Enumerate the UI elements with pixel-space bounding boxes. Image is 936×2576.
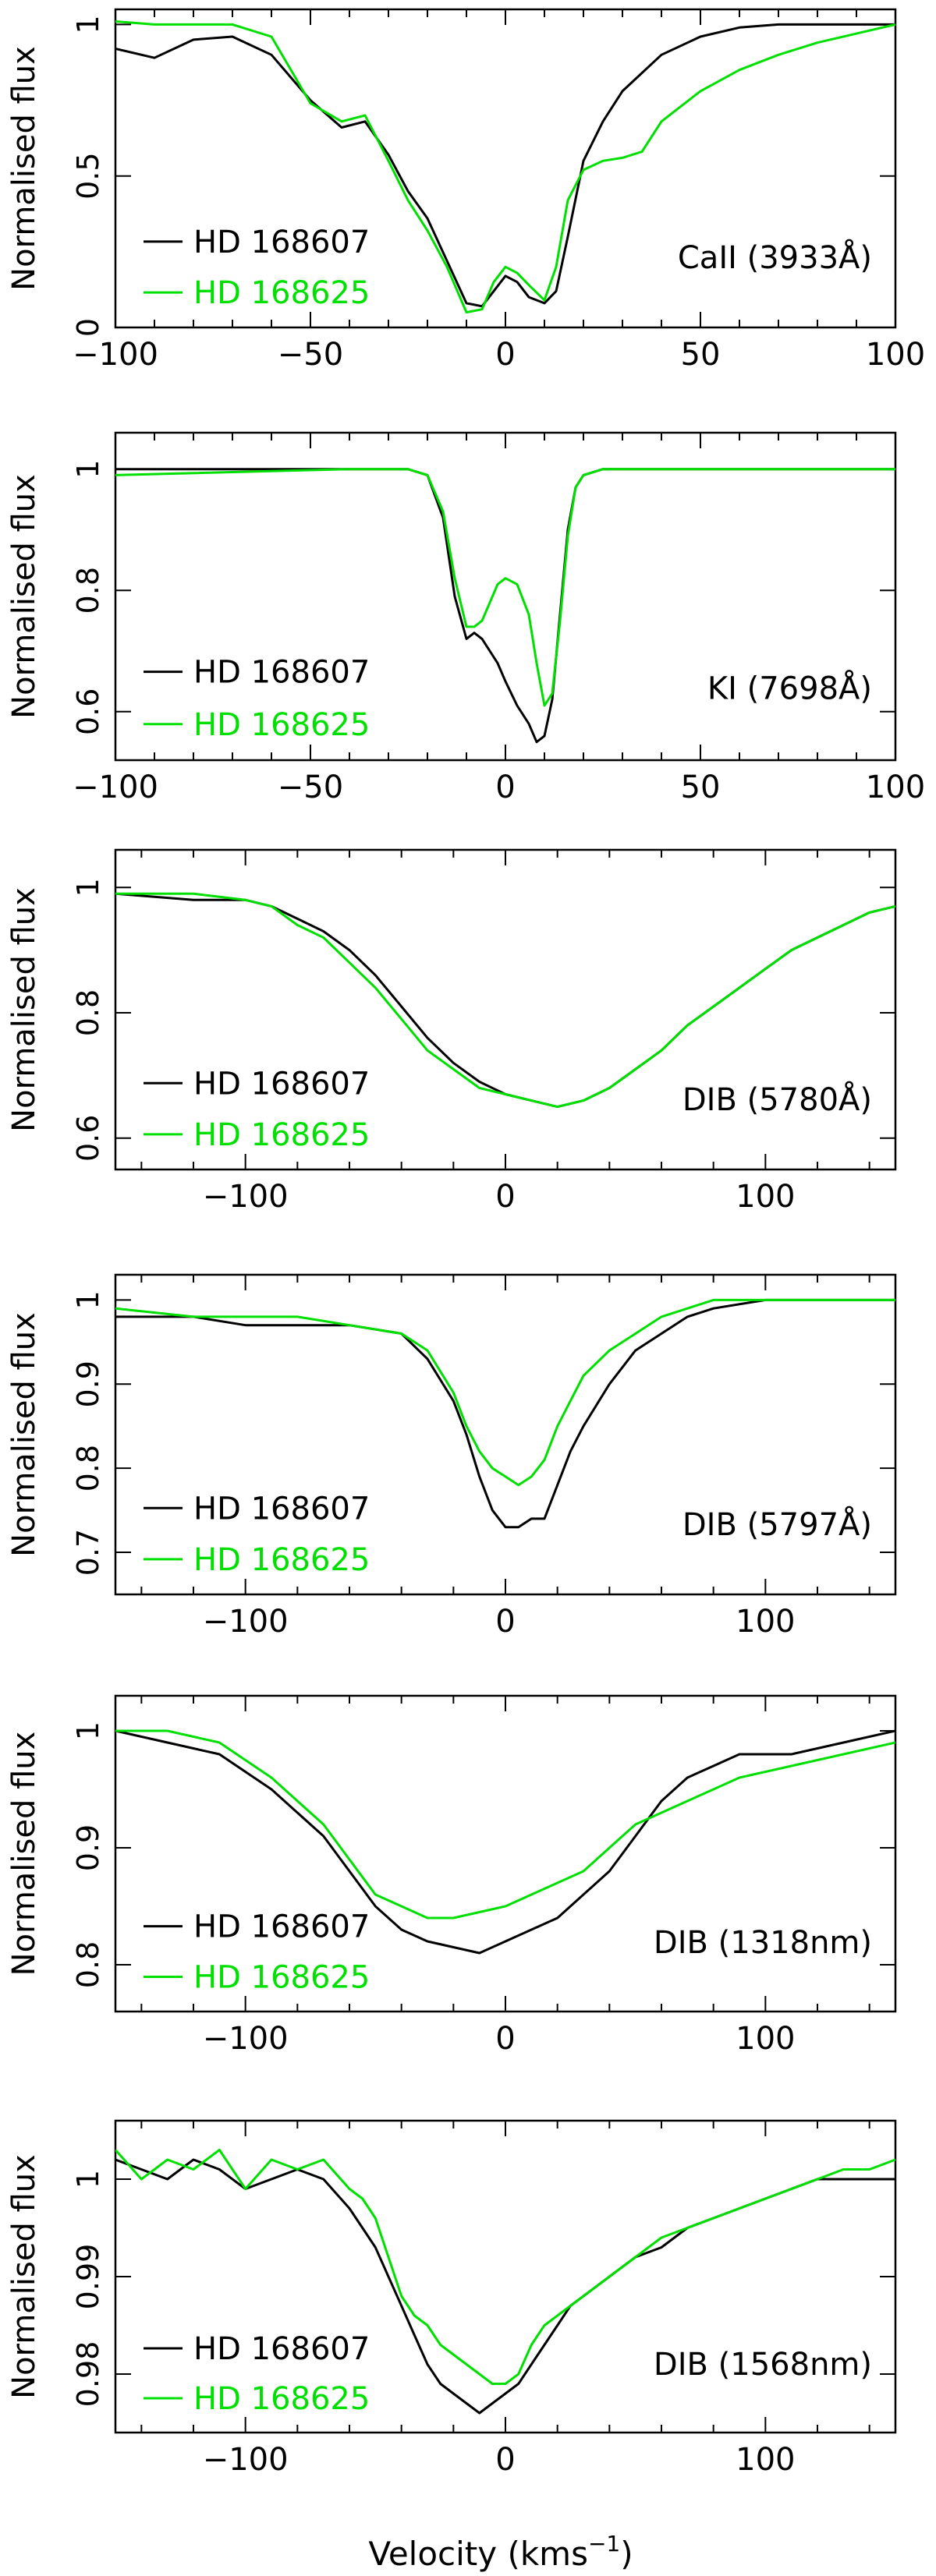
legend-label: HD 168625 bbox=[193, 1959, 370, 1995]
y-tick-label: 1 bbox=[71, 2170, 105, 2189]
x-tick-label: −100 bbox=[203, 1604, 289, 1640]
y-tick-label: 0.6 bbox=[71, 1115, 105, 1162]
x-tick-label: −100 bbox=[203, 2442, 289, 2478]
panel-3: −100 0 100 0.6 0.8 1 Normalised flux HD 168607 H… bbox=[6, 848, 897, 1215]
x-axis-label: Velocity (kms−1) bbox=[368, 2531, 633, 2573]
series-line-2 bbox=[115, 892, 895, 1109]
x-tick-label: 100 bbox=[736, 1179, 795, 1215]
line-label: KI (7698Å) bbox=[707, 670, 872, 707]
y-tick-label: 0.9 bbox=[71, 1361, 105, 1407]
y-tick-label: 1 bbox=[71, 1290, 105, 1309]
series-line-2 bbox=[115, 1298, 895, 1487]
x-tick-label: 100 bbox=[736, 2021, 795, 2057]
x-tick-label: −100 bbox=[73, 770, 158, 805]
x-tick-label: 100 bbox=[736, 2442, 795, 2478]
y-tick-label: 1 bbox=[71, 878, 105, 897]
line-label: CaII (3933Å) bbox=[678, 239, 872, 276]
panel-1: −100 −50 0 50 100 0 0.5 1 Normalised flux HD 1686… bbox=[6, 8, 925, 373]
panel-5: −100 0 100 0.8 0.9 1 Normalised flux HD 168607 H… bbox=[6, 1694, 897, 2057]
y-tick-label: 0.7 bbox=[71, 1529, 105, 1576]
y-axis-label: Normalised flux bbox=[6, 2154, 42, 2399]
x-tick-label: 0 bbox=[495, 2021, 515, 2057]
line-label: DIB (1318nm) bbox=[654, 1925, 872, 1961]
x-tick-label: 100 bbox=[736, 1604, 795, 1640]
legend-label: HD 168625 bbox=[193, 1117, 370, 1153]
x-tick-label: −100 bbox=[203, 1179, 289, 1215]
legend-label: HD 168625 bbox=[193, 707, 370, 743]
legend-label: HD 168625 bbox=[193, 1542, 370, 1578]
series-line-2 bbox=[115, 20, 895, 314]
legend-label: HD 168607 bbox=[193, 225, 370, 260]
x-tick-label: −100 bbox=[73, 337, 158, 373]
y-tick-label: 1 bbox=[71, 15, 105, 34]
x-tick-label: 0 bbox=[495, 2442, 515, 2478]
x-tick-label: −100 bbox=[203, 2021, 289, 2057]
y-tick-label: 0 bbox=[71, 318, 105, 337]
legend-label: HD 168607 bbox=[193, 1066, 370, 1102]
x-tick-label: 0 bbox=[495, 1604, 515, 1640]
y-tick-label: 0.8 bbox=[71, 1445, 105, 1491]
x-tick-label: 0 bbox=[495, 1179, 515, 1215]
line-label: DIB (5797Å) bbox=[682, 1506, 872, 1543]
y-tick-label: 0.99 bbox=[71, 2244, 105, 2310]
line-label: DIB (1568nm) bbox=[654, 2347, 872, 2383]
x-tick-label: 100 bbox=[866, 770, 925, 805]
y-tick-label: 0.8 bbox=[71, 989, 105, 1036]
y-axis-label: Normalised flux bbox=[6, 887, 42, 1132]
legend-label: HD 168607 bbox=[193, 655, 370, 691]
y-axis-label: Normalised flux bbox=[6, 1732, 42, 1976]
x-tick-label: 0 bbox=[495, 770, 515, 805]
y-axis-label: Normalised flux bbox=[6, 474, 42, 719]
legend-label: HD 168607 bbox=[193, 1909, 370, 1945]
legend-label: HD 168607 bbox=[193, 1491, 370, 1527]
series-line-1 bbox=[115, 1729, 895, 1955]
x-tick-label: 100 bbox=[866, 337, 925, 373]
x-tick-label: −50 bbox=[278, 770, 343, 805]
x-tick-label: 50 bbox=[681, 770, 721, 805]
y-tick-label: 0.9 bbox=[71, 1824, 105, 1871]
series-line-2 bbox=[115, 1729, 895, 1920]
series-line-2 bbox=[115, 468, 895, 707]
x-tick-label: 0 bbox=[495, 337, 515, 373]
x-tick-label: 50 bbox=[681, 337, 721, 373]
y-tick-label: 1 bbox=[71, 460, 105, 479]
series-line-2 bbox=[115, 2149, 895, 2385]
panel-6: −100 0 100 0.98 0.99 1 Normalised flux HD 16860… bbox=[6, 2119, 897, 2478]
panel-4: −100 0 100 0.7 0.8 0.9 1 Normalised flux HD 1686… bbox=[6, 1273, 897, 1640]
y-tick-label: 0.98 bbox=[71, 2341, 105, 2408]
y-tick-label: 0.5 bbox=[71, 152, 105, 199]
y-tick-label: 1 bbox=[71, 1721, 105, 1740]
y-tick-label: 0.8 bbox=[71, 1941, 105, 1988]
legend-label: HD 168625 bbox=[193, 2381, 370, 2417]
line-label: DIB (5780Å) bbox=[682, 1081, 872, 1118]
panel-2: −100 −50 0 50 100 0.6 0.8 1 Normalised flux HD 16… bbox=[6, 431, 925, 805]
y-axis-label: Normalised flux bbox=[6, 1312, 42, 1557]
legend-label: HD 168607 bbox=[193, 2331, 370, 2367]
y-tick-label: 0.6 bbox=[71, 688, 105, 735]
legend-label: HD 168625 bbox=[193, 275, 370, 311]
y-axis-label: Normalised flux bbox=[6, 46, 42, 291]
x-tick-label: −50 bbox=[278, 337, 343, 373]
series-line-1 bbox=[115, 23, 895, 308]
y-tick-label: 0.8 bbox=[71, 567, 105, 614]
